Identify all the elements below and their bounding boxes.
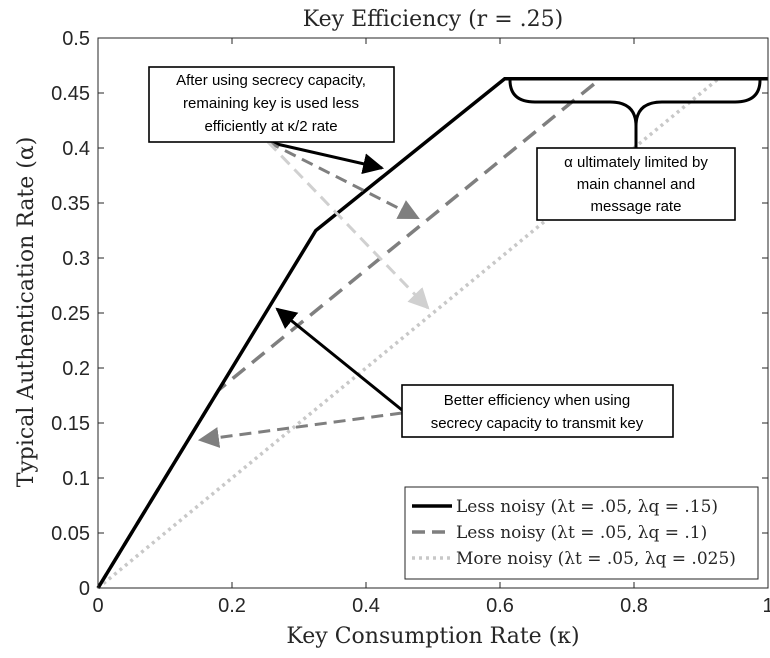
annotation-right-line-3: message rate: [591, 198, 682, 215]
arrow-bottom-to-solid: [275, 307, 403, 412]
x-axis-label: Key Consumption Rate (κ): [286, 624, 579, 649]
arrow-top-to-dashed: [267, 140, 420, 220]
annotation-top: After using secrecy capacity, remaining …: [148, 66, 395, 143]
annotation-top-line-3: efficiently at κ/2 rate: [204, 118, 337, 135]
annotation-right-line-1: α ultimately limited by: [564, 154, 708, 171]
annotation-right-line-2: main channel and: [577, 176, 695, 193]
annotation-bottom-line-2: secrecy capacity to transmit key: [431, 415, 644, 432]
annotation-top-line-1: After using secrecy capacity,: [176, 72, 366, 89]
annotation-arrows: [197, 140, 430, 448]
y-tick-label-8: 0.4: [62, 138, 90, 160]
y-tick-label-9: 0.45: [51, 83, 90, 105]
legend-label-1: Less noisy (λt = .05, λq = .1): [456, 523, 707, 543]
y-tick-label-2: 0.1: [62, 468, 90, 490]
annotation-bottom: Better efficiency when using secrecy cap…: [401, 384, 674, 438]
annotation-top-line-2: remaining key is used less: [183, 95, 359, 112]
arrow-bottom-to-dashed: [197, 411, 403, 448]
x-tick-label-3: 0.6: [486, 595, 514, 617]
y-axis-label: Typical Authentication Rate (α): [14, 137, 39, 488]
y-tick-label-0: 0: [79, 578, 90, 600]
legend-label-0: Less noisy (λt = .05, λq = .15): [456, 497, 718, 517]
y-tick-label-4: 0.2: [62, 358, 90, 380]
y-tick-label-1: 0.05: [51, 523, 90, 545]
legend-box: [404, 486, 759, 580]
y-tick-label-3: 0.15: [51, 413, 90, 435]
series-line-0: [96, 76, 768, 589]
x-tick-label-0: 0: [92, 595, 103, 617]
x-tick-label-4: 0.8: [620, 595, 648, 617]
ticks-layer: 0 0.2 0.4 0.6 0.8 1 0 0.05 0.1 0.15 0.2 0.25 0.3 0.35…: [51, 28, 770, 617]
legend-label-2: More noisy (λt = .05, λq = .025): [456, 549, 736, 569]
series-layer: [96, 76, 768, 590]
x-tick-label-2: 0.4: [352, 595, 380, 617]
annotation-bottom-line-1: Better efficiency when using: [444, 392, 631, 409]
y-tick-label-7: 0.35: [51, 193, 90, 215]
y-tick-label-5: 0.25: [51, 303, 90, 325]
arrow-top-to-dotted: [266, 140, 430, 310]
legend: Less noisy (λt = .05, λq = .15) Less noi…: [404, 486, 759, 580]
x-tick-label-5: 1: [762, 595, 770, 617]
chart-title: Key Efficiency (r = .25): [303, 7, 563, 32]
arrow-top-to-solid: [267, 140, 385, 175]
curly-brace: [508, 79, 762, 127]
x-tick-label-1: 0.2: [218, 595, 246, 617]
annotation-right: α ultimately limited by main channel and…: [536, 147, 736, 221]
y-tick-label-6: 0.3: [62, 248, 90, 270]
y-tick-label-10: 0.5: [62, 28, 90, 50]
